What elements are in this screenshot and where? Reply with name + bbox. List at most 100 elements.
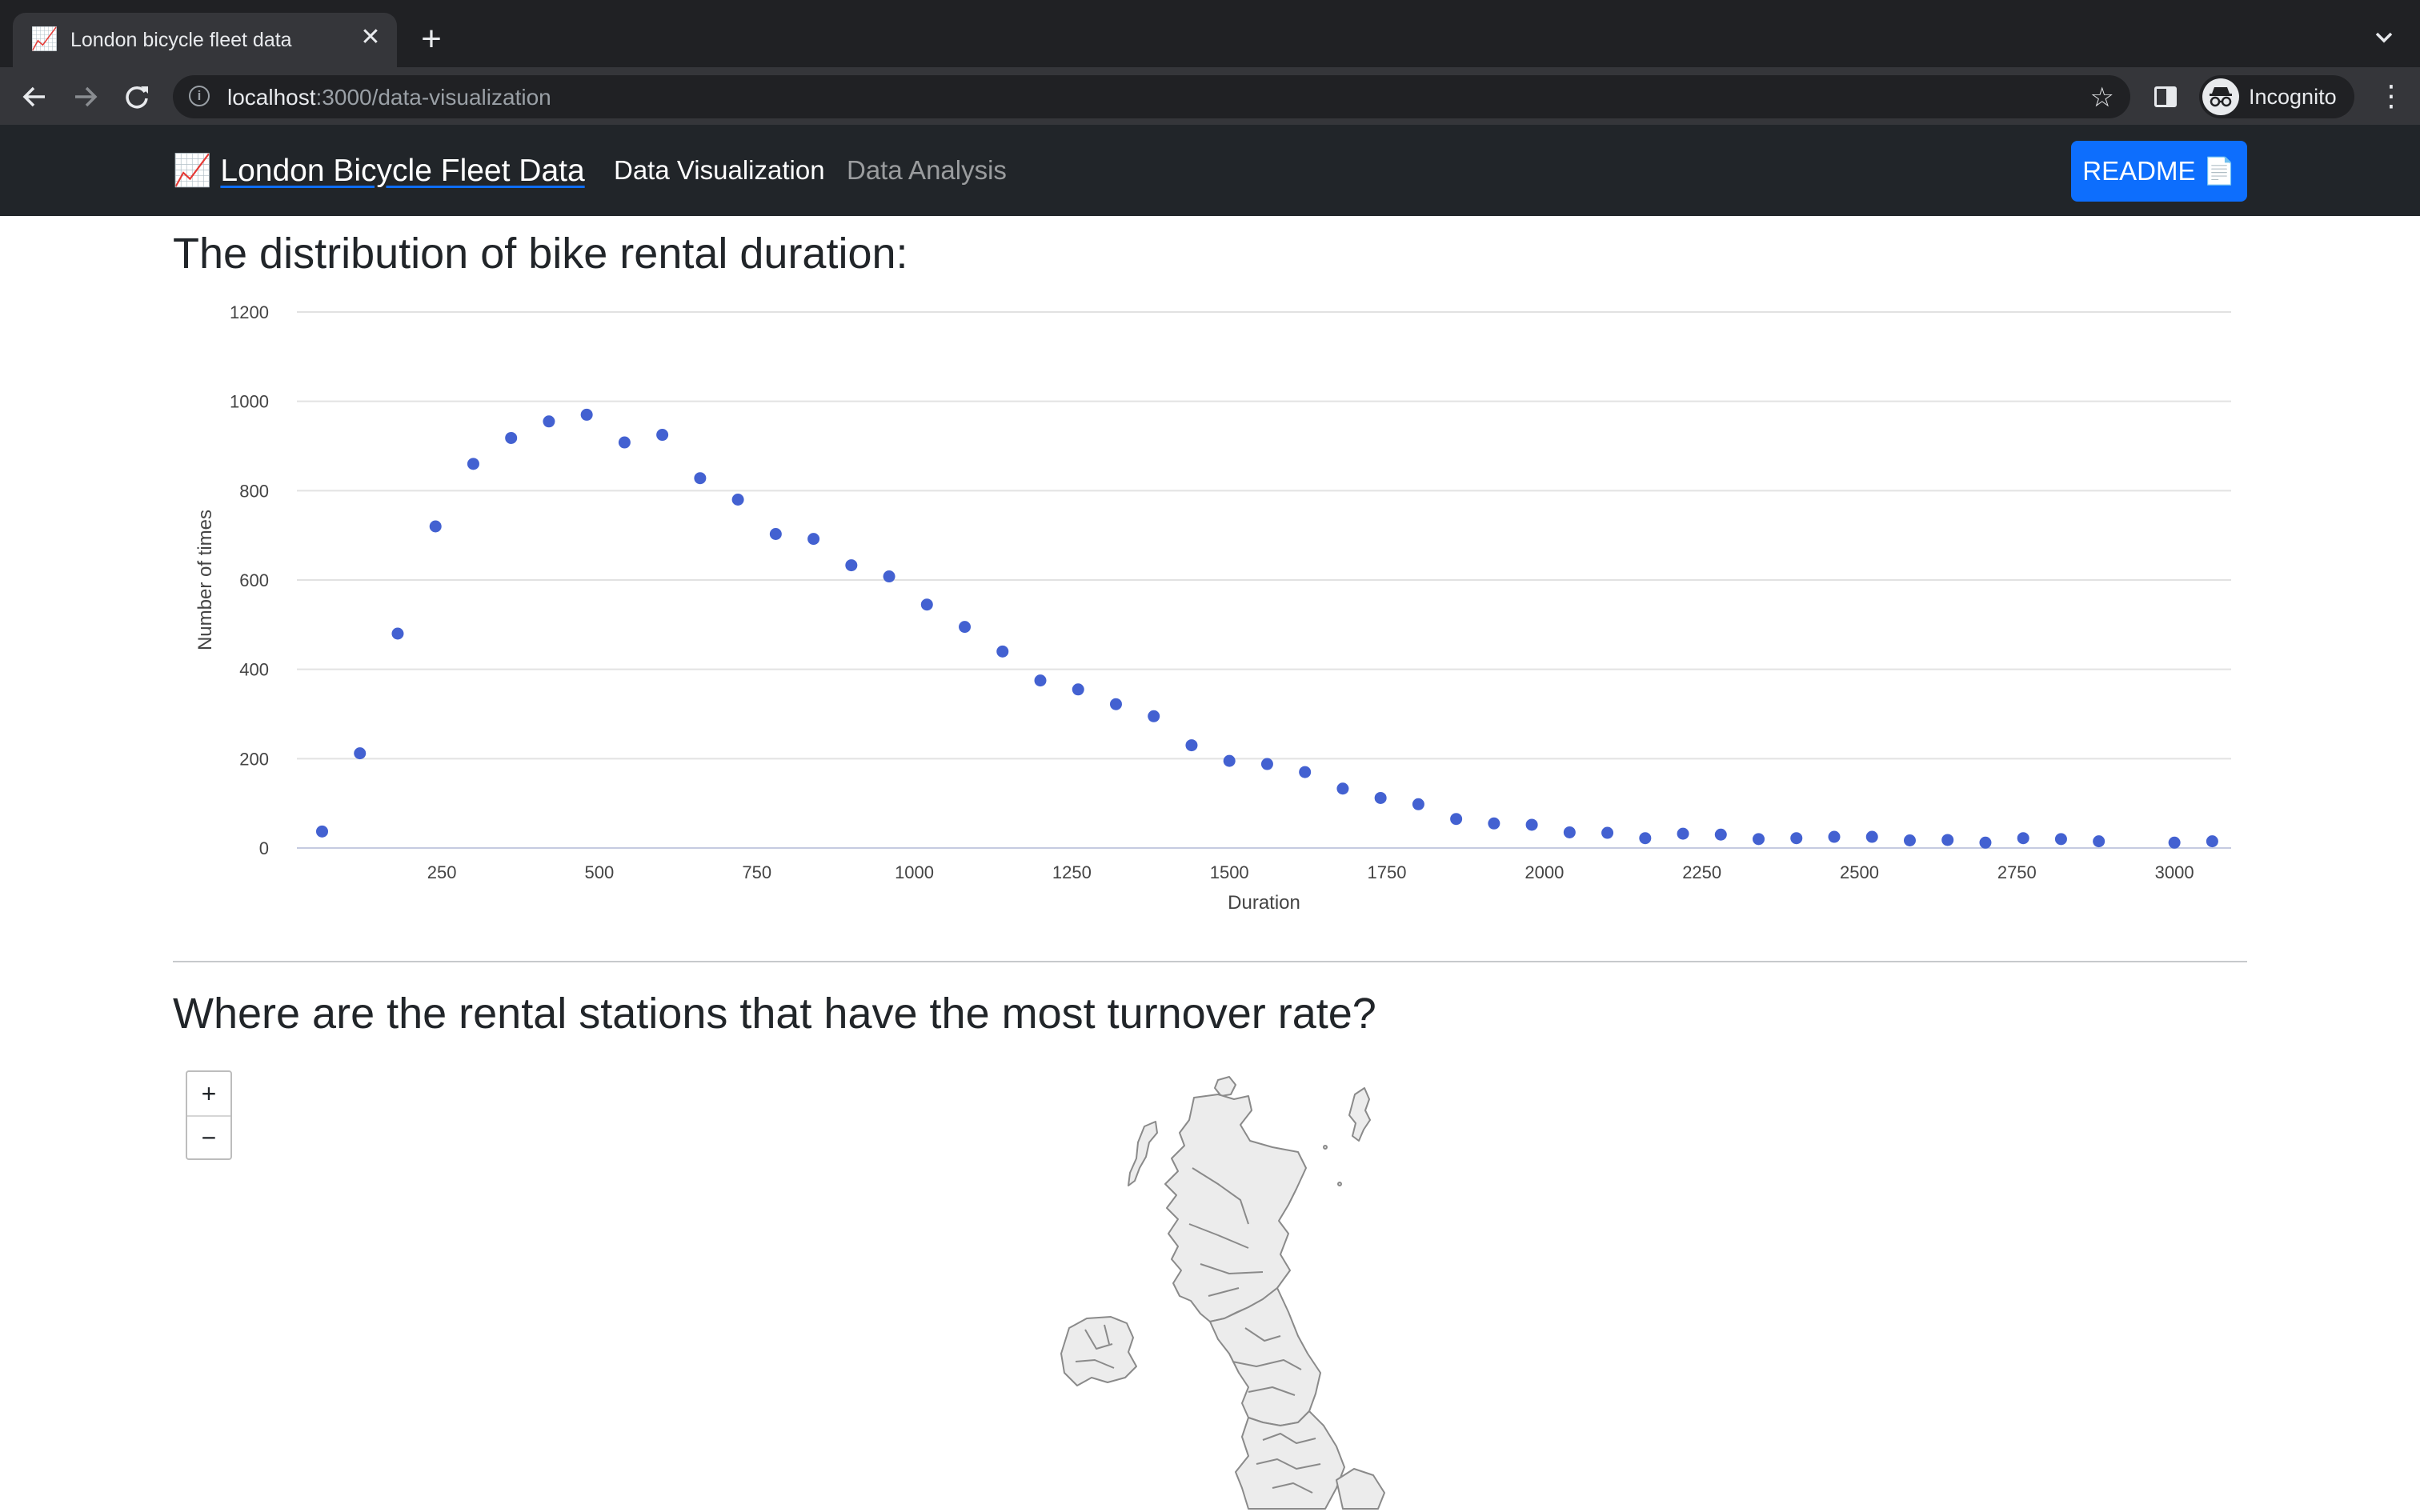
map-borders [1075,1324,1115,1369]
nav-link-data-visualization[interactable]: Data Visualization [614,155,825,185]
tab-title: London bicycle fleet data [70,29,292,51]
y-tick-label: 200 [239,749,269,769]
data-point [656,429,669,442]
brand-text: London Bicycle Fleet Data [220,154,585,188]
data-point [1903,834,1916,847]
y-tick-label: 1200 [230,302,269,322]
data-point [769,527,782,540]
data-point [1488,817,1500,830]
data-point [1941,834,1954,846]
incognito-label: Incognito [2249,85,2337,109]
x-tick-label: 2250 [1682,862,1721,882]
data-point [845,559,858,572]
uk-stations-map[interactable] [1008,1064,1424,1512]
data-point [1790,832,1803,845]
data-point [1185,739,1198,752]
map-islet [1337,1182,1342,1186]
data-point [467,458,479,470]
data-point [996,645,1009,658]
data-point [1148,710,1160,722]
data-point [1374,791,1387,804]
data-point [1753,833,1765,846]
data-point [959,621,972,634]
forward-arrow-icon[interactable] [69,80,102,114]
nav-link-data-analysis[interactable]: Data Analysis [847,155,1007,185]
x-tick-label: 2500 [1840,862,1879,882]
map-region-northern-ireland [1060,1316,1137,1386]
duration-scatter-chart: 0 200 400 600 800 1000 1200 250 500 750 1000 1250 15… [194,302,2231,914]
stations-section-title: Where are the rental stations that have … [173,990,1376,1038]
data-point [1260,758,1273,770]
zoom-in-button[interactable]: + [187,1072,230,1117]
brand-link[interactable]: 📈 London Bicycle Fleet Data [173,152,585,189]
browser-toolbar: i localhost:3000/data-visualization ☆ In… [0,67,2420,125]
zoom-out-button[interactable]: − [201,1123,217,1152]
map-region-wales-midlands [1235,1410,1345,1510]
data-point [1223,754,1236,767]
data-point [618,436,631,449]
browser-tab[interactable]: 📈 London bicycle fleet data ✕ [13,13,397,67]
y-tick-label: 400 [239,660,269,680]
data-point [543,415,555,428]
x-tick-label: 3000 [2155,862,2194,882]
x-tick-label: 750 [742,862,771,882]
address-bar[interactable]: i localhost:3000/data-visualization ☆ [173,75,2130,118]
map-region-orkney [1214,1076,1236,1097]
data-point [1450,813,1463,826]
chart-favicon-icon: 📈 [30,26,58,51]
document-icon: 📄 [2202,156,2236,186]
new-tab-button[interactable]: + [421,19,442,58]
data-point [1601,826,1614,839]
x-tick-label: 1250 [1052,862,1092,882]
tab-list-chevron-icon[interactable] [2370,24,2398,51]
map-region-outer-hebrides [1128,1121,1158,1186]
star-icon[interactable]: ☆ [2089,82,2114,113]
map-region-scotland [1164,1094,1307,1322]
x-tick-label: 2750 [1997,862,2037,882]
data-point [1412,798,1424,810]
data-point [694,472,707,485]
map-borders [1232,1327,1302,1396]
data-point [505,431,518,444]
kebab-menu-icon[interactable]: ⋮ [2377,79,2406,112]
y-axis-label: Number of times [194,510,216,650]
data-point [1563,826,1576,838]
readme-button[interactable]: README 📄 [2071,141,2247,202]
data-point [1336,782,1349,795]
map-islet [1323,1145,1328,1150]
incognito-icon [2202,78,2239,115]
data-point [354,747,367,760]
section-divider [173,961,2247,962]
data-point [807,533,820,546]
data-point [920,598,933,611]
incognito-profile-button[interactable]: Incognito [2199,75,2354,118]
close-tab-icon[interactable]: ✕ [360,24,381,50]
data-point [1714,828,1727,841]
x-tick-label: 1750 [1368,862,1407,882]
reload-icon[interactable] [120,80,154,114]
data-point [1677,827,1689,840]
back-arrow-icon[interactable] [18,80,51,114]
data-point [1979,836,1992,849]
y-tick-label: 0 [259,838,269,858]
url-text[interactable]: localhost:3000/data-visualization [227,85,551,110]
data-point [1109,698,1122,710]
app-navbar: 📈 London Bicycle Fleet Data Data Visuali… [0,125,2420,216]
side-panel-icon[interactable] [2154,86,2177,107]
browser-tabstrip: 📈 London bicycle fleet data ✕ + [0,0,2420,67]
x-tick-label: 500 [585,862,615,882]
data-point [2054,833,2067,846]
map-borders [1256,1433,1321,1494]
info-icon[interactable]: i [189,86,210,106]
x-tick-label: 250 [427,862,457,882]
data-point [429,520,442,533]
data-point [1299,766,1312,778]
map-borders [1188,1167,1264,1297]
x-tick-label: 1000 [895,862,934,882]
chart-emoji-icon: 📈 [173,154,212,188]
y-tick-label: 1000 [230,392,269,412]
data-point [315,825,328,838]
duration-section-title: The distribution of bike rental duration… [173,230,908,278]
data-point [1639,832,1652,845]
data-point [1828,830,1841,843]
